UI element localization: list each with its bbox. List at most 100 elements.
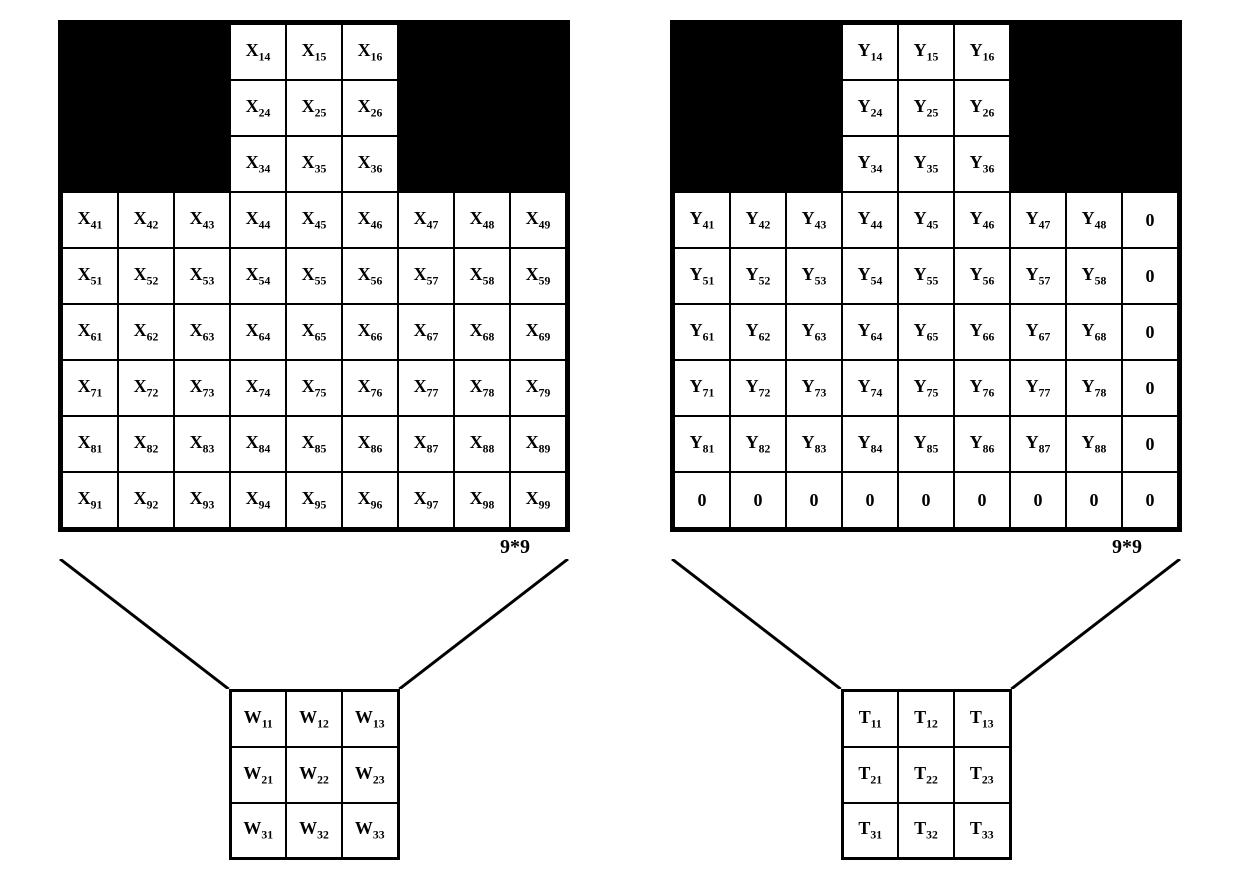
main-grid-right-cell: Y55 (898, 248, 954, 304)
main-grid-right-cell (1122, 80, 1178, 136)
main-grid-left-cell (118, 24, 174, 80)
main-grid-left-cell: X95 (286, 472, 342, 528)
main-grid-right-cell: Y81 (674, 416, 730, 472)
main-grid-right-cell: Y73 (786, 360, 842, 416)
main-grid-left-cell: X53 (174, 248, 230, 304)
main-grid-right-cell: Y61 (674, 304, 730, 360)
size-label-left: 9*9 (500, 536, 530, 559)
main-grid-left-cell: X84 (230, 416, 286, 472)
main-grid-left-cell: X24 (230, 80, 286, 136)
main-grid-left-cell: X56 (342, 248, 398, 304)
main-grid-right-cell: Y85 (898, 416, 954, 472)
main-grid-left-cell: X66 (342, 304, 398, 360)
main-grid-left-cell: X59 (510, 248, 566, 304)
main-grid-right-cell: Y35 (898, 136, 954, 192)
main-grid-right-cell (730, 24, 786, 80)
main-grid-right-cell: 0 (1122, 360, 1178, 416)
main-grid-right-cell: 0 (786, 472, 842, 528)
small-grid-left-cell: W12 (286, 691, 342, 747)
main-grid-right-cell: Y63 (786, 304, 842, 360)
main-grid-left-cell: X64 (230, 304, 286, 360)
small-grid-left-cell: W31 (230, 803, 286, 859)
main-grid-left-cell: X74 (230, 360, 286, 416)
main-grid-left-cell: X94 (230, 472, 286, 528)
main-grid-left-cell: X87 (398, 416, 454, 472)
main-grid-left-cell (398, 136, 454, 192)
main-grid-left-cell: X96 (342, 472, 398, 528)
main-grid-left-cell (510, 24, 566, 80)
main-grid-left-cell: X72 (118, 360, 174, 416)
main-grid-left-cell: X73 (174, 360, 230, 416)
main-grid-left-cell: X46 (342, 192, 398, 248)
main-grid-left-cell (62, 136, 118, 192)
main-grid-left-wrap: X14X15X16X24X25X26X34X35X36X41X42X43X44X… (58, 20, 570, 532)
main-grid-left-cell: X35 (286, 136, 342, 192)
main-grid-left-cell: X71 (62, 360, 118, 416)
small-grid-right-cell: T12 (898, 691, 954, 747)
main-grid-right-cell: Y36 (954, 136, 1010, 192)
main-grid-left-cell: X42 (118, 192, 174, 248)
main-grid-left-cell: X91 (62, 472, 118, 528)
small-grid-left-cell: W32 (286, 803, 342, 859)
main-grid-right-cell: Y52 (730, 248, 786, 304)
main-grid-right-cell (674, 80, 730, 136)
main-grid-right-cell: Y87 (1010, 416, 1066, 472)
main-grid-left-cell: X75 (286, 360, 342, 416)
main-grid-right-cell: Y51 (674, 248, 730, 304)
main-grid-left-cell (62, 24, 118, 80)
main-grid-left-cell (118, 80, 174, 136)
main-grid-right-cell: 0 (730, 472, 786, 528)
main-grid-right-cell: 0 (674, 472, 730, 528)
main-grid-left-cell: X55 (286, 248, 342, 304)
main-grid-right-cell: Y41 (674, 192, 730, 248)
main-grid-left-cell: X58 (454, 248, 510, 304)
main-grid-left-cell: X88 (454, 416, 510, 472)
small-grid-right-cell: T11 (842, 691, 898, 747)
main-grid-right-cell: Y64 (842, 304, 898, 360)
small-grid-right-cell: T22 (898, 747, 954, 803)
main-grid-right-wrap: Y14Y15Y16Y24Y25Y26Y34Y35Y36Y41Y42Y43Y44Y… (670, 20, 1182, 532)
main-grid-right-cell: Y86 (954, 416, 1010, 472)
small-grid-right-cell: T21 (842, 747, 898, 803)
main-grid-right-cell (1010, 136, 1066, 192)
main-grid-right-cell: Y74 (842, 360, 898, 416)
small-grid-right-cell: T23 (954, 747, 1010, 803)
main-grid-right-cell (1122, 136, 1178, 192)
small-grid-left: W11W12W13W21W22W23W31W32W33 (229, 689, 400, 860)
main-grid-left-cell: X99 (510, 472, 566, 528)
main-grid-right-cell: Y78 (1066, 360, 1122, 416)
funnel-left (58, 559, 570, 689)
main-grid-left-cell (510, 136, 566, 192)
main-grid-left-cell: X62 (118, 304, 174, 360)
size-label-right: 9*9 (1112, 536, 1142, 559)
small-grid-right-cell: T13 (954, 691, 1010, 747)
main-grid-right-cell (786, 136, 842, 192)
main-grid-left-cell: X79 (510, 360, 566, 416)
main-grid-right-cell: Y56 (954, 248, 1010, 304)
main-grid-right-cell (1122, 24, 1178, 80)
main-grid-right-cell: Y43 (786, 192, 842, 248)
main-grid-right-cell (730, 80, 786, 136)
main-grid-left: X14X15X16X24X25X26X34X35X36X41X42X43X44X… (61, 23, 567, 529)
main-grid-left-cell: X82 (118, 416, 174, 472)
main-grid-right-cell (674, 24, 730, 80)
main-grid-left-cell: X25 (286, 80, 342, 136)
main-grid-right-cell: 0 (1122, 304, 1178, 360)
main-grid-right-cell: Y57 (1010, 248, 1066, 304)
main-grid-left-cell: X57 (398, 248, 454, 304)
main-grid-left-cell: X43 (174, 192, 230, 248)
small-grid-right-cell: T33 (954, 803, 1010, 859)
main-grid-right-cell: Y15 (898, 24, 954, 80)
main-grid-right-cell: Y53 (786, 248, 842, 304)
main-grid-right-cell: Y24 (842, 80, 898, 136)
main-grid-right-cell: Y25 (898, 80, 954, 136)
main-grid-right-cell: Y54 (842, 248, 898, 304)
main-grid-right-cell: Y14 (842, 24, 898, 80)
small-grid-right: T11T12T13T21T22T23T31T32T33 (841, 689, 1012, 860)
main-grid-left-cell (118, 136, 174, 192)
main-grid-left-cell (510, 80, 566, 136)
main-grid-left-cell: X26 (342, 80, 398, 136)
main-grid-right-cell: Y72 (730, 360, 786, 416)
main-grid-right-cell: Y42 (730, 192, 786, 248)
main-grid-left-cell: X69 (510, 304, 566, 360)
